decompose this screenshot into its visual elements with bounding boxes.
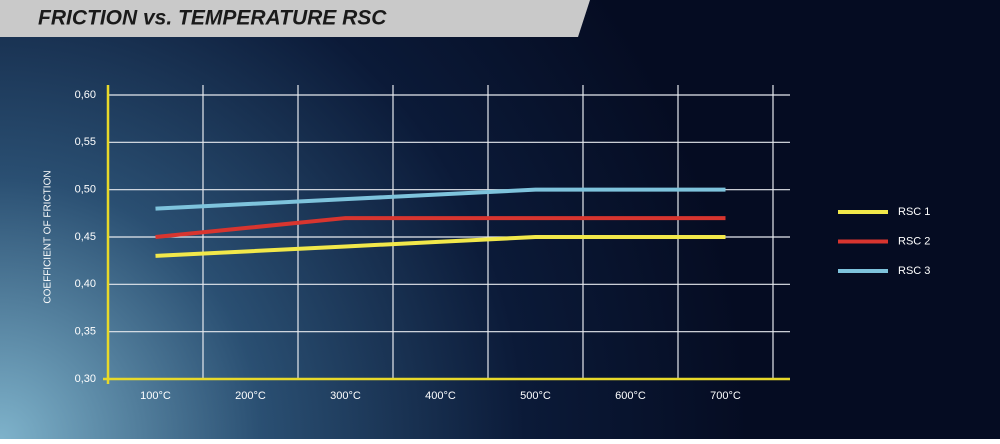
line — [155, 235, 726, 258]
y-tick-label: 0,45 — [75, 231, 96, 243]
y-tick-label: 0,55 — [75, 136, 96, 148]
x-tick-label: 200°C — [235, 390, 266, 402]
chart-title: FRICTION vs. TEMPERATURE RSC — [38, 7, 387, 30]
x-tick-label: 500°C — [520, 390, 551, 402]
legend-label: RSC 2 — [898, 235, 930, 247]
line — [155, 216, 726, 239]
x-tick-label: 300°C — [330, 390, 361, 402]
y-axis-label: COEFFICIENT OF FRICTION — [43, 170, 54, 303]
legend-label: RSC 1 — [898, 206, 930, 218]
y-tick-label: 0,35 — [75, 326, 96, 338]
line — [155, 187, 726, 211]
x-tick-label: 700°C — [710, 390, 741, 402]
x-tick-label: 400°C — [425, 390, 456, 402]
x-tick-label: 600°C — [615, 390, 646, 402]
y-tick-label: 0,60 — [75, 89, 96, 101]
title-banner — [0, 0, 590, 37]
x-tick-label: 100°C — [140, 390, 171, 402]
legend-label: RSC 3 — [898, 265, 930, 277]
y-tick-label: 0,30 — [75, 373, 96, 385]
y-tick-label: 0,50 — [75, 184, 96, 196]
y-tick-label: 0,40 — [75, 278, 96, 290]
